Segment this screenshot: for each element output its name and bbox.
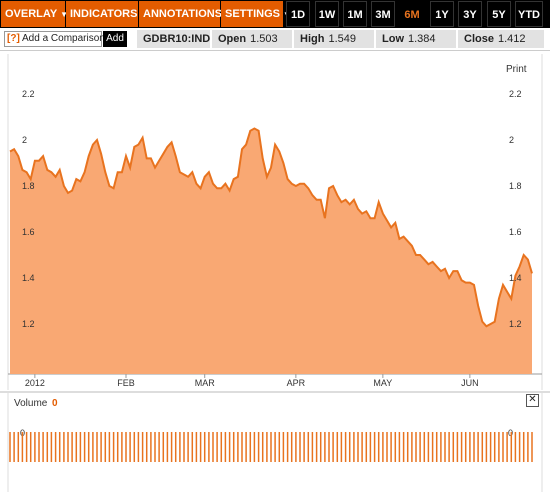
range-6m-button[interactable]: 6M [400,1,424,27]
volume-axis-label-right: 0 [508,428,513,438]
close-stat: Close 1.412 [458,30,544,48]
x-tick-label: 2012 [25,378,45,388]
y-tick-label-right: 1.6 [509,227,522,237]
close-value: 1.412 [497,33,526,45]
high-label: High [300,33,325,45]
close-label: Close [464,33,494,45]
price-line [9,127,533,328]
overlay-menu-button[interactable]: OVERLAY ▼ [1,1,69,27]
y-tick-label-right: 2.2 [509,89,522,99]
volume-label: Volume [14,398,48,409]
ticker-symbol: GDBR10:IND [137,30,210,48]
open-stat: Open 1.503 [212,30,292,48]
x-tick-label: FEB [117,378,135,388]
y-tick-label-left: 1.2 [22,319,35,329]
low-label: Low [382,33,404,45]
high-value: 1.549 [328,33,356,45]
y-tick-label-left: 2 [22,135,27,145]
range-1d-button[interactable]: 1D [286,1,310,27]
volume-value: 0 [52,398,58,409]
range-1y-button[interactable]: 1Y [430,1,454,27]
x-tick-label: MAR [195,378,216,388]
price-chart[interactable]: 1.2 1.4 1.6 1.8 2 2.2 1.2 1.4 1.6 1.8 2 2.2 2012 FE… [0,54,550,390]
settings-menu-label: SETTINGS [225,8,281,20]
y-tick-label-right: 1.8 [509,181,522,191]
x-tick-label: MAY [373,378,392,388]
y-tick-label-right: 1.2 [509,319,522,329]
quote-bar: [?] Add a Comparison Add GDBR10:IND Open… [0,28,550,51]
low-stat: Low 1.384 [376,30,456,48]
indicators-menu-label: INDICATORS [70,8,138,20]
add-comparison-button[interactable]: Add [103,31,127,47]
range-3y-button[interactable]: 3Y [458,1,482,27]
x-tick-label: JUN [461,378,479,388]
settings-menu-button[interactable]: SETTINGS▼ [221,1,291,27]
y-tick-label-right: 1.4 [509,273,522,283]
open-value: 1.503 [250,33,278,45]
open-label: Open [218,33,247,45]
indicators-menu-button[interactable]: INDICATORS▼ [66,1,148,27]
y-tick-label-left: 1.8 [22,181,35,191]
comparison-placeholder: Add a Comparison [22,33,105,44]
chevron-down-icon: ▼ [60,10,69,19]
close-icon[interactable]: ✕ [526,394,539,407]
range-3m-button[interactable]: 3M [371,1,395,27]
range-ytd-button[interactable]: YTD [515,1,543,27]
y-tick-label-left: 2.2 [22,89,35,99]
x-tick-label: APR [287,378,306,388]
annotations-menu-button[interactable]: ANNOTATIONS▼ [139,1,233,27]
range-1w-button[interactable]: 1W [315,1,339,27]
price-area [10,128,532,374]
annotations-menu-label: ANNOTATIONS [143,8,223,20]
print-link[interactable]: Print [506,64,527,75]
volume-panel: Volume 0 0 0 [0,391,550,492]
range-1m-button[interactable]: 1M [343,1,367,27]
overlay-menu-label: OVERLAY [5,8,58,20]
y-tick-label-left: 1.4 [22,273,35,283]
chart-toolbar: OVERLAY▼ INDICATORS▼ ANNOTATIONS▼ SETTIN… [0,0,550,28]
high-stat: High 1.549 [294,30,374,48]
comparison-input[interactable]: [?] Add a Comparison [4,31,105,47]
help-icon[interactable]: [?] [7,33,20,44]
y-tick-label-right: 2 [509,135,514,145]
y-tick-label-left: 1.6 [22,227,35,237]
range-5y-button[interactable]: 5Y [487,1,511,27]
low-value: 1.384 [408,33,436,45]
